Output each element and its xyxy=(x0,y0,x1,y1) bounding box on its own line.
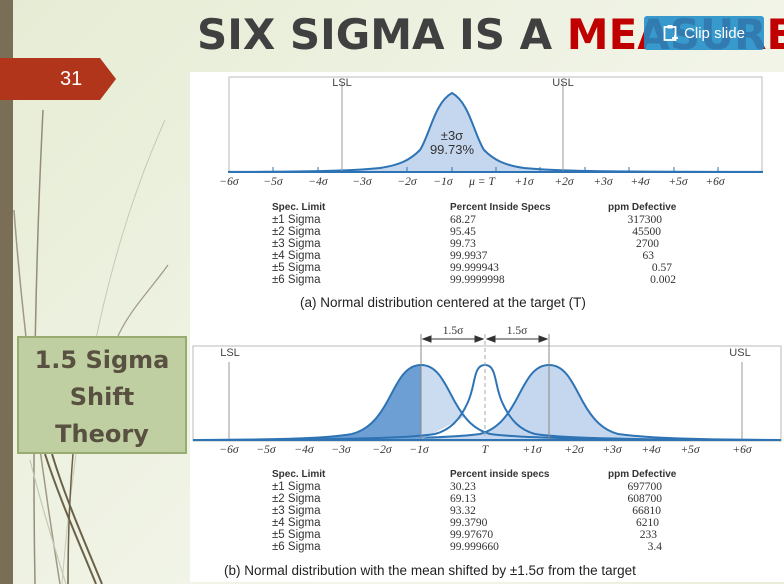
cell-percent: 68.27 xyxy=(450,214,476,226)
cell-limit: ±3 Sigma xyxy=(272,505,321,517)
clip-slide-button[interactable]: Clip slide xyxy=(644,16,764,50)
cell-percent: 69.13 xyxy=(450,493,476,505)
tick-label: +6σ xyxy=(732,444,752,456)
tick-label: −1σ xyxy=(409,444,429,456)
cell-ppm: 3.4 xyxy=(647,541,662,553)
tick-label: −2σ xyxy=(397,176,417,188)
tick-label: −5σ xyxy=(263,176,283,188)
cell-limit: ±5 Sigma xyxy=(272,262,321,274)
cell-percent: 99.9937 xyxy=(450,250,488,262)
side-label-box: 1.5 Sigma Shift Theory xyxy=(17,336,187,454)
tick-label: −1σ xyxy=(433,176,453,188)
cell-percent: 99.3790 xyxy=(450,517,488,529)
cell-limit: ±6 Sigma xyxy=(272,274,321,286)
chart-a-normal-centered xyxy=(228,76,763,173)
cell-ppm: 317300 xyxy=(627,214,663,226)
tick-label: −4σ xyxy=(308,176,328,188)
side-label-line: 1.5 Sigma xyxy=(34,346,170,374)
cell-ppm: 63 xyxy=(642,250,655,262)
tick-label: +2σ xyxy=(564,444,584,456)
cell-ppm: 608700 xyxy=(627,493,663,505)
table-header: Percent inside specs xyxy=(450,469,550,480)
chart-a-annotation-percent: 99.73% xyxy=(429,142,475,157)
shift-label-right: 1.5σ xyxy=(506,325,528,337)
cell-ppm: 233 xyxy=(639,529,657,541)
tick-label: +6σ xyxy=(705,176,725,188)
tick-label: −5σ xyxy=(256,444,276,456)
cell-limit: ±5 Sigma xyxy=(272,529,321,541)
cell-limit: ±4 Sigma xyxy=(272,517,321,529)
chart-b-shifted-distributions xyxy=(192,334,782,442)
chart-a-table: Spec. Limit Percent Inside Specs ppm Def… xyxy=(272,202,712,292)
cell-limit: ±3 Sigma xyxy=(272,238,321,250)
cell-limit: ±2 Sigma xyxy=(272,226,321,238)
chart-b-table: Spec. Limit Percent inside specs ppm Def… xyxy=(272,469,712,559)
cell-ppm: 0.57 xyxy=(651,262,672,274)
tick-label: −6σ xyxy=(219,176,239,188)
cell-limit: ±1 Sigma xyxy=(272,481,321,493)
cell-ppm: 66810 xyxy=(632,505,661,517)
cell-percent: 95.45 xyxy=(450,226,476,238)
cell-percent: 99.999943 xyxy=(450,262,499,274)
tick-label: +5σ xyxy=(680,444,700,456)
chart-b-caption: (b) Normal distribution with the mean sh… xyxy=(224,563,636,578)
side-label-line: Shift xyxy=(69,383,135,411)
tick-label: +3σ xyxy=(602,444,622,456)
cell-limit: ±2 Sigma xyxy=(272,493,321,505)
tick-label: +5σ xyxy=(668,176,688,188)
tick-label: +1σ xyxy=(522,444,542,456)
slide-number-badge: 31 xyxy=(0,58,118,100)
table-header: Percent Inside Specs xyxy=(450,202,551,213)
slide-number: 31 xyxy=(60,68,83,90)
cell-percent: 30.23 xyxy=(450,481,476,493)
cell-percent: 99.9999998 xyxy=(450,274,505,286)
chart-a-annotation-sigma: ±3σ xyxy=(440,128,464,143)
tick-label: μ = T xyxy=(469,176,495,188)
left-accent-bar xyxy=(0,0,13,584)
clip-slide-label: Clip slide xyxy=(684,24,745,42)
tick-label: −3σ xyxy=(352,176,372,188)
tick-label: +3σ xyxy=(593,176,613,188)
cell-percent: 99.73 xyxy=(450,238,476,250)
title-main: SIX SIGMA IS A xyxy=(197,10,567,59)
chart-b-usl-label: USL xyxy=(729,347,751,359)
cell-ppm: 6210 xyxy=(636,517,659,529)
cell-limit: ±6 Sigma xyxy=(272,541,321,553)
table-header: Spec. Limit xyxy=(272,469,326,480)
side-label-line: Theory xyxy=(55,420,149,448)
tick-label: −4σ xyxy=(294,444,314,456)
clipboard-plus-icon xyxy=(663,24,679,42)
six-sigma-figure: LSL USL ±3σ 99.73% −6σ −5σ −4σ −3σ −2σ −… xyxy=(190,72,784,582)
cell-percent: 93.32 xyxy=(450,505,476,517)
cell-limit: ±1 Sigma xyxy=(272,214,321,226)
table-header: ppm Defective xyxy=(608,469,677,480)
tick-label: −6σ xyxy=(219,444,239,456)
chart-a-lsl-label: LSL xyxy=(332,77,352,89)
cell-ppm: 0.002 xyxy=(650,274,676,286)
tick-label: +2σ xyxy=(554,176,574,188)
cell-limit: ±4 Sigma xyxy=(272,250,321,262)
tick-label: +1σ xyxy=(514,176,534,188)
chart-a-usl-label: USL xyxy=(552,77,574,89)
cell-ppm: 45500 xyxy=(632,226,661,238)
tick-label: +4σ xyxy=(641,444,661,456)
table-header: Spec. Limit xyxy=(272,202,326,213)
table-header: ppm Defective xyxy=(608,202,677,213)
tick-label: +4σ xyxy=(630,176,650,188)
tick-label: −3σ xyxy=(331,444,351,456)
tick-label: T xyxy=(481,444,489,456)
shift-label-left: 1.5σ xyxy=(442,325,464,337)
cell-ppm: 697700 xyxy=(627,481,663,493)
chart-a-caption: (a) Normal distribution centered at the … xyxy=(300,295,586,310)
tick-label: −2σ xyxy=(372,444,392,456)
arrow-tag-shape xyxy=(0,58,116,100)
cell-ppm: 2700 xyxy=(636,238,659,250)
cell-percent: 99.97670 xyxy=(450,529,494,541)
cell-percent: 99.999660 xyxy=(450,541,499,553)
chart-b-lsl-label: LSL xyxy=(220,347,240,359)
